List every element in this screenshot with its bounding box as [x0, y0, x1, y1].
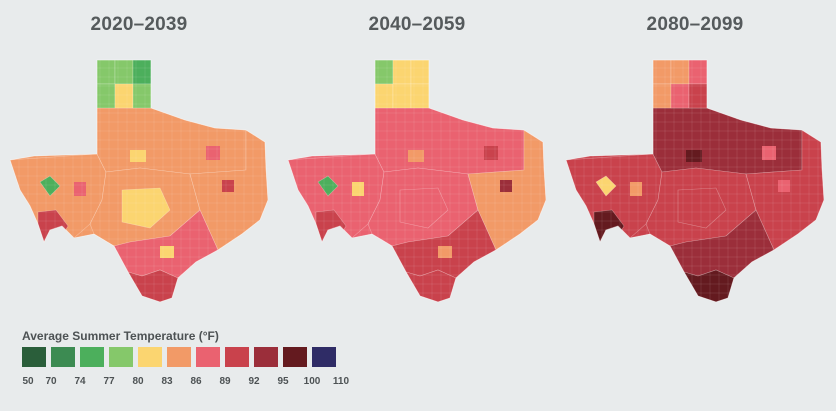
panhandle-cell	[688, 83, 708, 109]
county-patch	[438, 246, 452, 258]
panhandle-cell	[114, 60, 134, 85]
legend-tick-label: 110	[332, 376, 350, 387]
legend: Average Summer Temperature (°F) 50 70 74 77…	[18, 326, 378, 406]
panhandle-cell	[652, 83, 672, 109]
legend-tick-label: 77	[103, 376, 115, 387]
legend-tick-label: 100	[303, 376, 321, 387]
county-patch	[74, 182, 86, 196]
panhandle-cell	[374, 60, 394, 85]
map-title: 2080–2099	[646, 14, 744, 35]
legend-swatch	[167, 347, 191, 367]
legend-tick-label: 50	[22, 376, 34, 387]
map-panel-2: 2040–2059	[278, 0, 556, 320]
region-elpaso	[317, 175, 339, 197]
panhandle-cell	[374, 83, 394, 109]
region-hill	[399, 187, 449, 229]
county-patch	[130, 150, 146, 162]
legend-tick-label: 83	[161, 376, 173, 387]
panhandle-cell	[652, 60, 672, 85]
state-border	[566, 59, 824, 303]
legend-swatch	[109, 347, 133, 367]
county-patch	[500, 180, 512, 192]
region-elpaso	[595, 175, 617, 197]
map-title: 2020–2039	[90, 14, 188, 35]
region-hill	[121, 187, 171, 229]
county-patch	[778, 180, 790, 192]
county-patch	[222, 180, 234, 192]
panhandle-cell	[114, 83, 134, 109]
legend-tick-label: 86	[190, 376, 202, 387]
region-hill	[677, 187, 727, 229]
legend-swatch	[196, 347, 220, 367]
panhandle-cell	[670, 83, 690, 109]
county-patch	[484, 146, 498, 160]
panhandle-cell	[688, 60, 708, 85]
texas-map	[288, 59, 546, 303]
texas-map	[566, 59, 824, 303]
county-patch	[206, 146, 220, 160]
state-border	[288, 59, 546, 303]
panhandle-cell	[392, 83, 412, 109]
legend-tick-label: 74	[74, 376, 86, 387]
legend-swatch	[225, 347, 249, 367]
county-patch	[686, 150, 702, 162]
legend-swatch	[312, 347, 336, 367]
legend-tick-label: 70	[45, 376, 57, 387]
legend-tick-label: 95	[277, 376, 289, 387]
texas-map	[10, 59, 268, 303]
map-panel-1: 2020–2039	[0, 0, 278, 320]
county-patch	[630, 182, 642, 196]
panhandle-cell	[96, 83, 116, 109]
panhandle-cell	[132, 83, 152, 109]
county-patch	[160, 246, 174, 258]
county-patch	[408, 150, 424, 162]
state-border	[10, 59, 268, 303]
legend-swatch	[283, 347, 307, 367]
county-patch	[716, 246, 730, 258]
region-north	[374, 107, 525, 175]
region-north	[652, 107, 803, 175]
legend-tick-label: 92	[248, 376, 260, 387]
region-elpaso	[39, 175, 61, 197]
county-patch	[352, 182, 364, 196]
legend-tick-label: 89	[219, 376, 231, 387]
legend-swatch	[254, 347, 278, 367]
legend-swatch	[22, 347, 46, 367]
panhandle-cell	[132, 60, 152, 85]
panhandle-cell	[670, 60, 690, 85]
map-panel-3: 2080–2099	[556, 0, 834, 320]
legend-title: Average Summer Temperature (°F)	[22, 329, 219, 343]
legend-swatch	[80, 347, 104, 367]
map-title: 2040–2059	[368, 14, 466, 35]
legend-tick-label: 80	[132, 376, 144, 387]
region-north	[96, 107, 247, 175]
county-patch	[762, 146, 776, 160]
panhandle-cell	[410, 60, 430, 85]
legend-swatch	[51, 347, 75, 367]
legend-swatch	[138, 347, 162, 367]
panhandle-cell	[96, 60, 116, 85]
panhandle-cell	[392, 60, 412, 85]
panhandle-cell	[410, 83, 430, 109]
